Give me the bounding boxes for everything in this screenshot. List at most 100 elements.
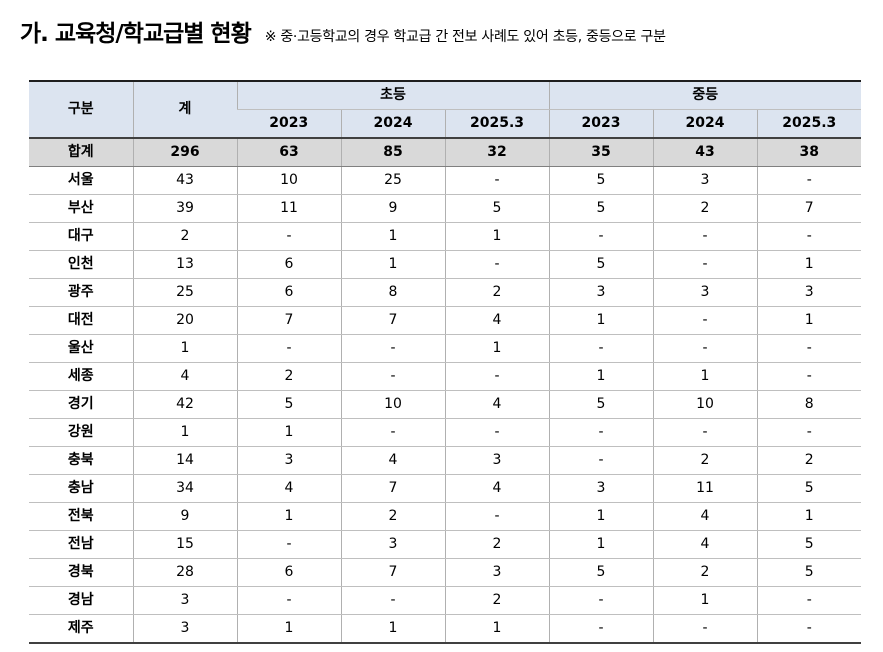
- value-cell: 28: [132, 558, 237, 587]
- value-cell: 1: [132, 418, 237, 447]
- table-row: 강원 1 1- - - - -: [29, 418, 862, 447]
- value-cell: 1: [548, 362, 653, 391]
- value-cell: 2: [652, 194, 757, 223]
- value-cell: 4: [132, 362, 237, 391]
- value-cell: 25: [340, 166, 445, 195]
- value-cell: -: [236, 530, 341, 559]
- value-cell: 1: [444, 334, 549, 363]
- value-cell: 1: [548, 502, 653, 531]
- region-cell: 제주: [29, 614, 133, 644]
- value-cell: -: [340, 362, 445, 391]
- value-cell: -: [444, 166, 549, 195]
- value-cell: -: [652, 222, 757, 251]
- value-cell: 3: [652, 166, 757, 195]
- value-cell: 7: [340, 306, 445, 335]
- value-cell: 1: [236, 418, 341, 447]
- value-cell: 3: [340, 530, 445, 559]
- value-cell: 1: [756, 502, 862, 531]
- header-total: 계: [132, 80, 237, 139]
- value-cell: -: [756, 418, 862, 447]
- value-cell: -: [236, 334, 341, 363]
- value-cell: 9: [340, 194, 445, 223]
- value-cell: 6: [236, 250, 341, 279]
- total-cell: 32: [444, 138, 549, 167]
- region-cell: 인천: [29, 250, 133, 279]
- table-row: 경남 3- -2-1-: [29, 586, 862, 615]
- value-cell: -: [548, 586, 653, 615]
- table-row: 울산 1- -1- - -: [29, 334, 862, 363]
- region-cell: 전북: [29, 502, 133, 531]
- value-cell: 2: [340, 502, 445, 531]
- value-cell: 3: [132, 586, 237, 615]
- value-cell: 5: [756, 558, 862, 587]
- value-cell: 2: [444, 586, 549, 615]
- value-cell: -: [756, 362, 862, 391]
- value-cell: -: [548, 614, 653, 644]
- value-cell: 5: [548, 166, 653, 195]
- table-row: 전남 15-3 2 1 4 5: [29, 530, 862, 559]
- value-cell: 1: [652, 586, 757, 615]
- value-cell: 14: [132, 446, 237, 475]
- table-row: 광주 25 6 8 2 3 3 3: [29, 278, 862, 307]
- value-cell: 4: [444, 306, 549, 335]
- value-cell: 4: [444, 390, 549, 419]
- value-cell: -: [340, 334, 445, 363]
- value-cell: 2: [652, 558, 757, 587]
- total-label: 합계: [29, 138, 133, 167]
- total-cell: 296: [132, 138, 237, 167]
- value-cell: -: [444, 502, 549, 531]
- value-cell: 1: [340, 222, 445, 251]
- value-cell: -: [236, 586, 341, 615]
- value-cell: 34: [132, 474, 237, 503]
- value-cell: 3: [548, 278, 653, 307]
- header-year: 2023: [237, 109, 341, 139]
- value-cell: -: [652, 250, 757, 279]
- table-row: 제주 3 1 1 1- - -: [29, 614, 862, 644]
- value-cell: 4: [236, 474, 341, 503]
- value-cell: 5: [236, 390, 341, 419]
- header-row-groups: 구분 계 초등 중등: [29, 80, 862, 139]
- table-row: 부산 39 11 9 5 5 2 7: [29, 194, 862, 223]
- total-cell: 63: [236, 138, 341, 167]
- value-cell: 5: [756, 474, 862, 503]
- section-title: 가. 교육청/학교급별 현황: [20, 21, 252, 47]
- region-cell: 강원: [29, 418, 133, 447]
- region-cell: 광주: [29, 278, 133, 307]
- value-cell: -: [652, 418, 757, 447]
- value-cell: 6: [236, 558, 341, 587]
- value-cell: 4: [652, 530, 757, 559]
- value-cell: -: [548, 222, 653, 251]
- value-cell: -: [548, 446, 653, 475]
- region-cell: 서울: [29, 166, 133, 195]
- table-row: 대전 20 7 7 4 1-1: [29, 306, 862, 335]
- value-cell: 2: [756, 446, 862, 475]
- value-cell: 11: [236, 194, 341, 223]
- value-cell: 3: [236, 446, 341, 475]
- value-cell: 10: [236, 166, 341, 195]
- table-body: 합계 296 63 85 32 35 43 38 서울 43 10 25-5 3- 부산 3…: [29, 138, 862, 644]
- value-cell: 4: [444, 474, 549, 503]
- table-row: 서울 43 10 25-5 3-: [29, 166, 862, 195]
- table-row: 충남 34 4 7 4 3 11 5: [29, 474, 862, 503]
- region-cell: 충남: [29, 474, 133, 503]
- value-cell: 5: [756, 530, 862, 559]
- value-cell: 15: [132, 530, 237, 559]
- value-cell: 10: [340, 390, 445, 419]
- total-cell: 43: [652, 138, 757, 167]
- value-cell: -: [548, 418, 653, 447]
- table-row: 경기 42 5 10 4 5 10 8: [29, 390, 862, 419]
- value-cell: 2: [132, 222, 237, 251]
- value-cell: -: [652, 614, 757, 644]
- value-cell: 1: [340, 614, 445, 644]
- value-cell: 1: [444, 222, 549, 251]
- region-cell: 울산: [29, 334, 133, 363]
- value-cell: 20: [132, 306, 237, 335]
- value-cell: -: [548, 334, 653, 363]
- region-cell: 전남: [29, 530, 133, 559]
- value-cell: 1: [756, 250, 862, 279]
- value-cell: 7: [756, 194, 862, 223]
- value-cell: -: [652, 334, 757, 363]
- total-row: 합계 296 63 85 32 35 43 38: [29, 138, 862, 167]
- value-cell: 7: [340, 474, 445, 503]
- table-row: 전북 9 1 2-1 4 1: [29, 502, 862, 531]
